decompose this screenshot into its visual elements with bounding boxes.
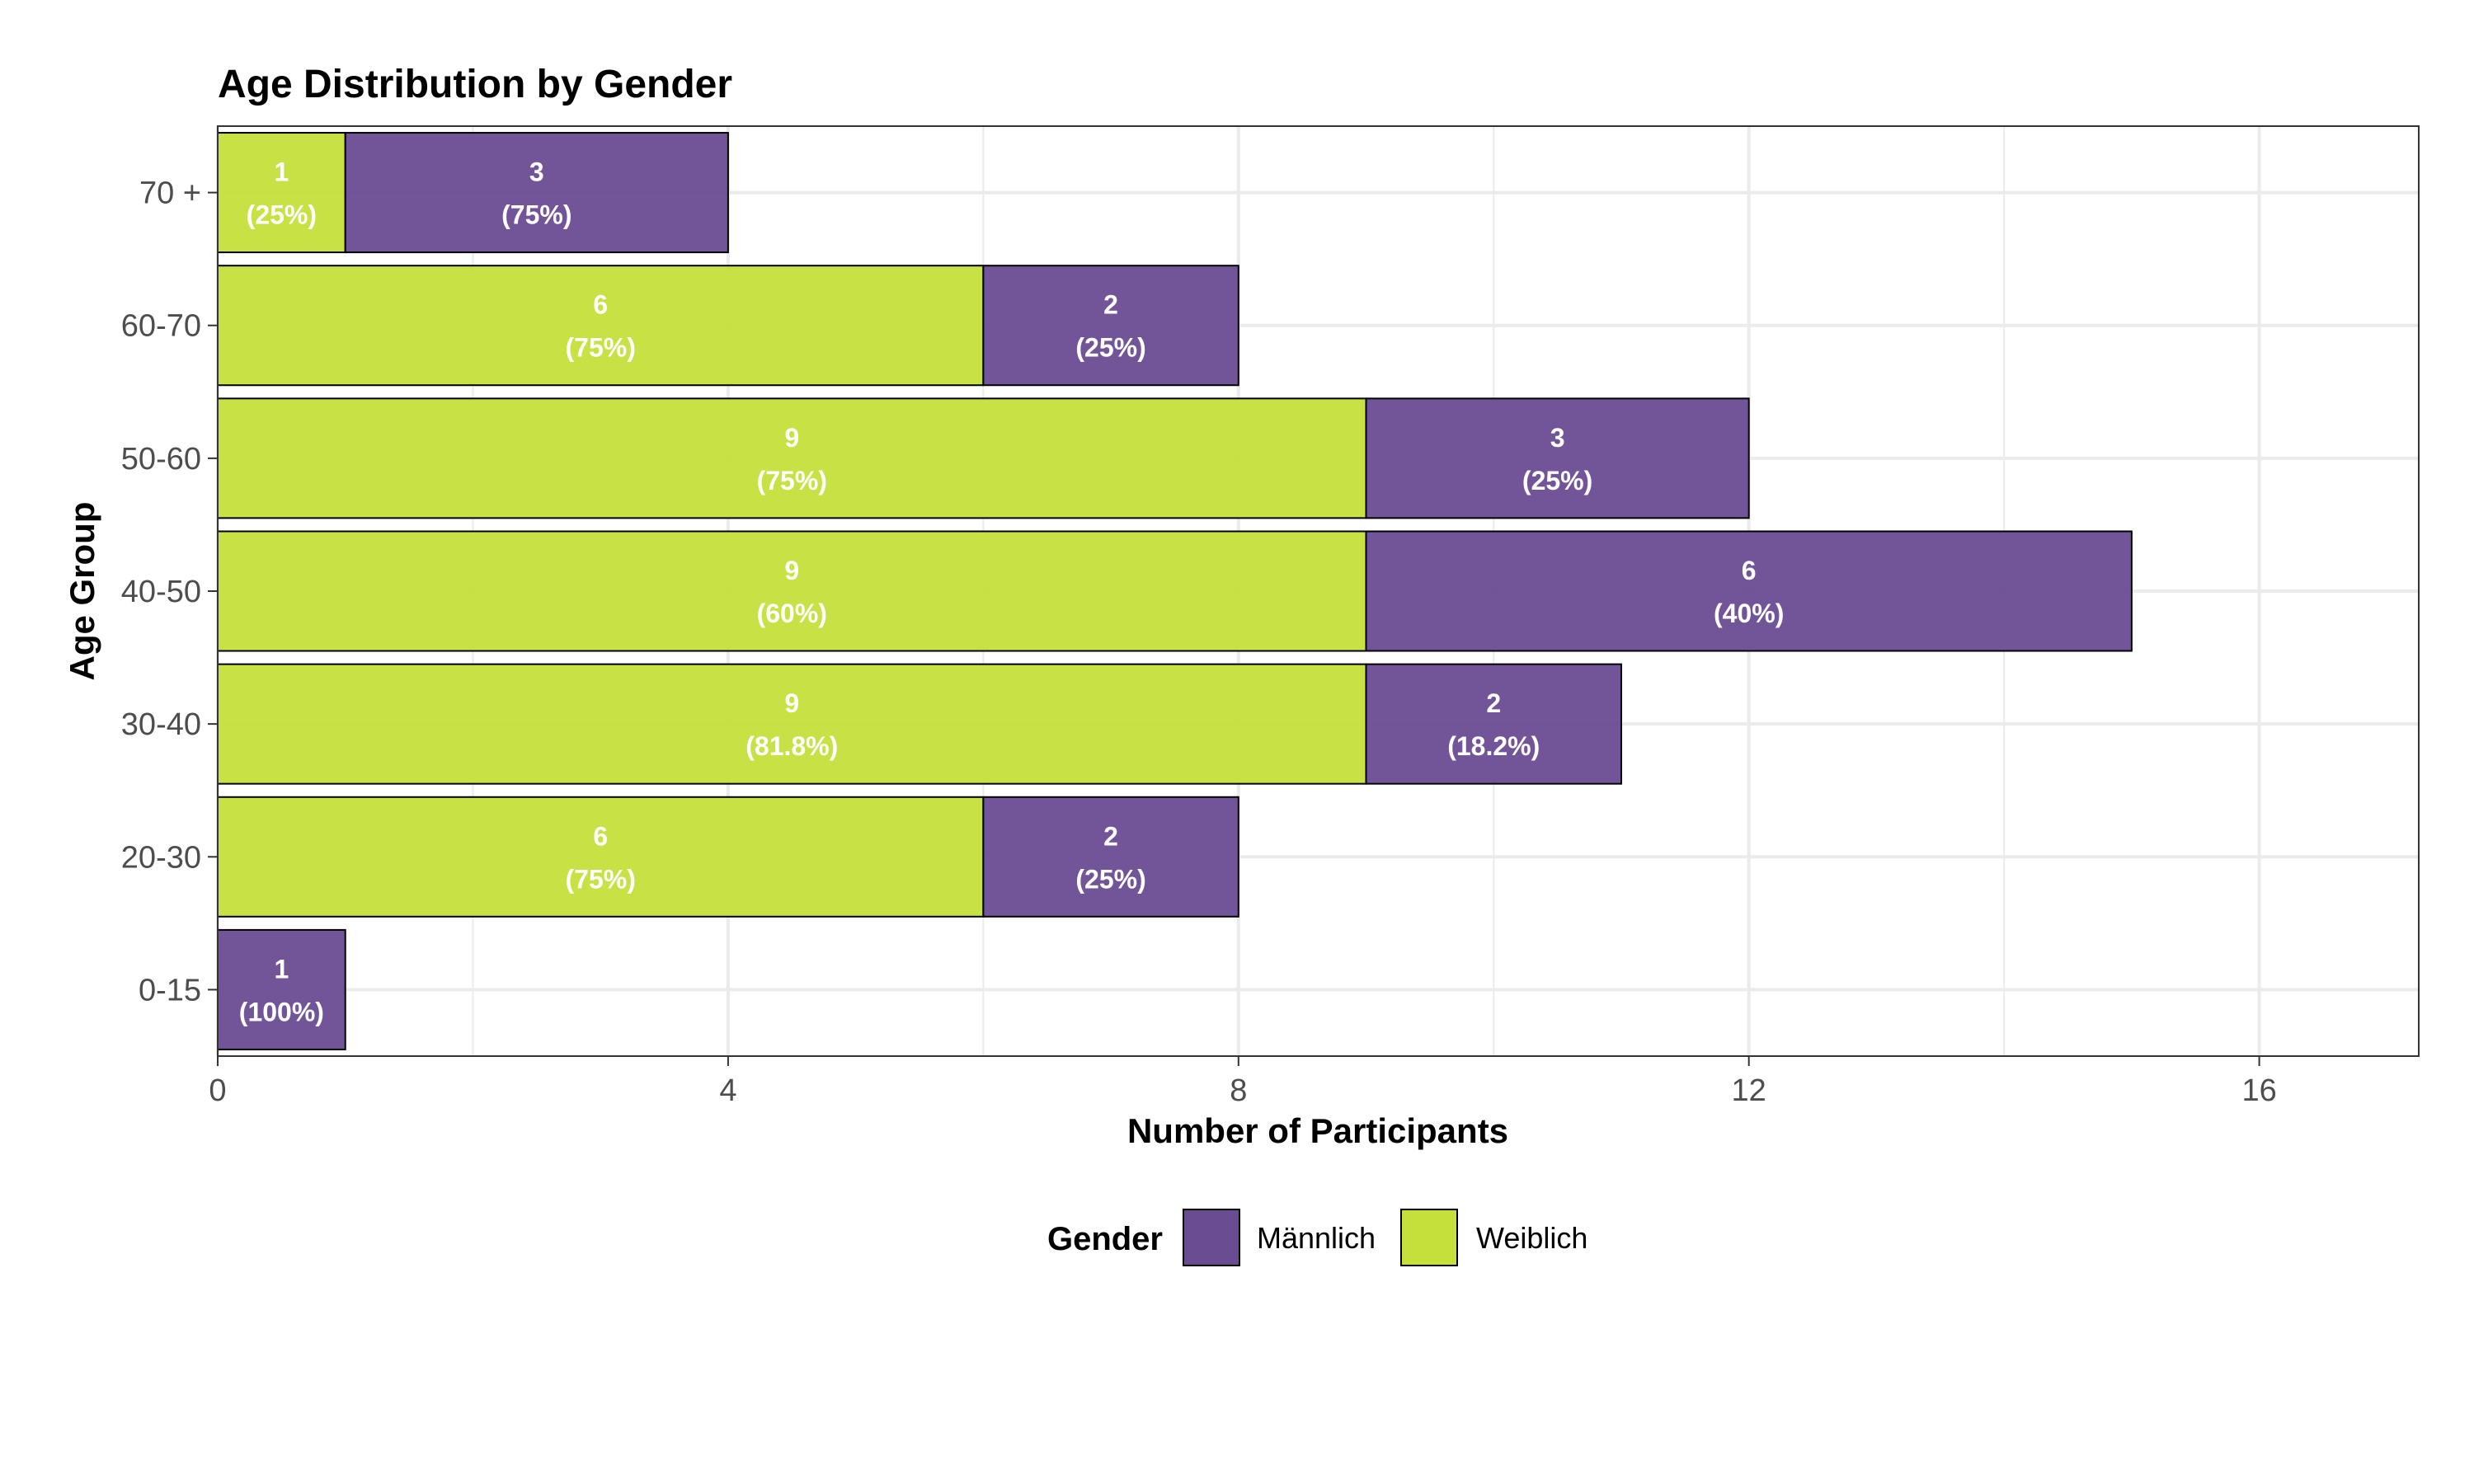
bar-value-label: 6 xyxy=(593,290,608,320)
y-tick-label: 0-15 xyxy=(139,973,201,1007)
bar-weiblich xyxy=(217,663,1367,785)
bar-percent-label: (25%) xyxy=(1522,466,1592,495)
x-axis-title: Number of Participants xyxy=(1127,1111,1508,1150)
x-tick-label: 4 xyxy=(719,1073,736,1108)
bar-mnnlich xyxy=(1365,397,1750,519)
bar-percent-label: (25%) xyxy=(247,200,317,230)
y-tick-label: 60-70 xyxy=(121,309,201,344)
bar-mnnlich xyxy=(1365,663,1622,785)
y-tick-label: 30-40 xyxy=(121,707,201,742)
legend-title: Gender xyxy=(1047,1221,1163,1257)
bar-value-label: 3 xyxy=(1550,423,1565,453)
x-axis: 0 4 8 12 16 xyxy=(209,1056,2277,1108)
bars xyxy=(217,132,2133,1050)
bar-value-label: 2 xyxy=(1103,290,1118,320)
bar-percent-label: (75%) xyxy=(757,466,827,495)
bar-value-label: 2 xyxy=(1486,688,1501,718)
bar-value-label: 1 xyxy=(274,157,289,187)
bar-weiblich xyxy=(217,397,1367,519)
bar-percent-label: (100%) xyxy=(239,997,324,1026)
y-axis: 0-15 20-30 30-40 40-50 50-60 60-70 70 + xyxy=(121,176,218,1007)
bar-percent-label: (25%) xyxy=(1075,333,1145,363)
legend: Gender Männlich Weiblich xyxy=(1047,1209,1587,1266)
x-tick-label: 8 xyxy=(1230,1073,1247,1108)
bar-percent-label: (25%) xyxy=(1075,864,1145,894)
bar-mnnlich xyxy=(344,132,729,254)
y-tick-label: 40-50 xyxy=(121,575,201,609)
bar-percent-label: (75%) xyxy=(501,200,571,230)
bar-value-label: 6 xyxy=(593,821,608,851)
legend-swatch-weiblich xyxy=(1400,1209,1458,1266)
bar-mnnlich xyxy=(982,265,1239,387)
bar-value-label: 9 xyxy=(784,423,799,453)
bar-percent-label: (40%) xyxy=(1714,599,1784,628)
bar-percent-label: (81.8%) xyxy=(745,731,838,761)
legend-label-mannlich: Männlich xyxy=(1257,1221,1376,1255)
bar-weiblich xyxy=(217,530,1367,652)
bar-weiblich xyxy=(217,265,985,387)
bar-value-label: 2 xyxy=(1103,821,1118,851)
bar-percent-label: (75%) xyxy=(565,333,635,363)
bar-weiblich xyxy=(217,132,346,254)
x-tick-label: 12 xyxy=(1732,1073,1766,1108)
chart-title: Age Distribution by Gender xyxy=(218,63,732,106)
bar-mnnlich xyxy=(982,796,1239,918)
bar-value-label: 6 xyxy=(1742,556,1757,585)
bar-value-label: 1 xyxy=(274,954,289,984)
x-tick-label: 0 xyxy=(209,1073,226,1108)
bar-labels: 1 (100%) 6 (75%) 2 (25%) 9 (81.8%) 2 (18.2%) 9 (60%… xyxy=(239,157,1785,1027)
y-tick-label: 50-60 xyxy=(121,442,201,477)
y-tick-label: 70 + xyxy=(139,176,201,211)
bar-weiblich xyxy=(217,796,985,918)
y-tick-label: 20-30 xyxy=(121,840,201,875)
bar-mnnlich xyxy=(217,928,346,1050)
legend-swatch-mannlich xyxy=(1183,1209,1240,1266)
legend-label-weiblich: Weiblich xyxy=(1476,1221,1587,1255)
bar-mnnlich xyxy=(1365,530,2133,652)
y-axis-title: Age Group xyxy=(63,502,101,681)
x-tick-label: 16 xyxy=(2241,1073,2276,1108)
bar-value-label: 9 xyxy=(784,688,799,718)
bar-value-label: 9 xyxy=(784,556,799,585)
bar-value-label: 3 xyxy=(529,157,544,187)
bar-percent-label: (18.2%) xyxy=(1447,731,1540,761)
bar-percent-label: (75%) xyxy=(565,864,635,894)
bar-percent-label: (60%) xyxy=(757,599,827,628)
